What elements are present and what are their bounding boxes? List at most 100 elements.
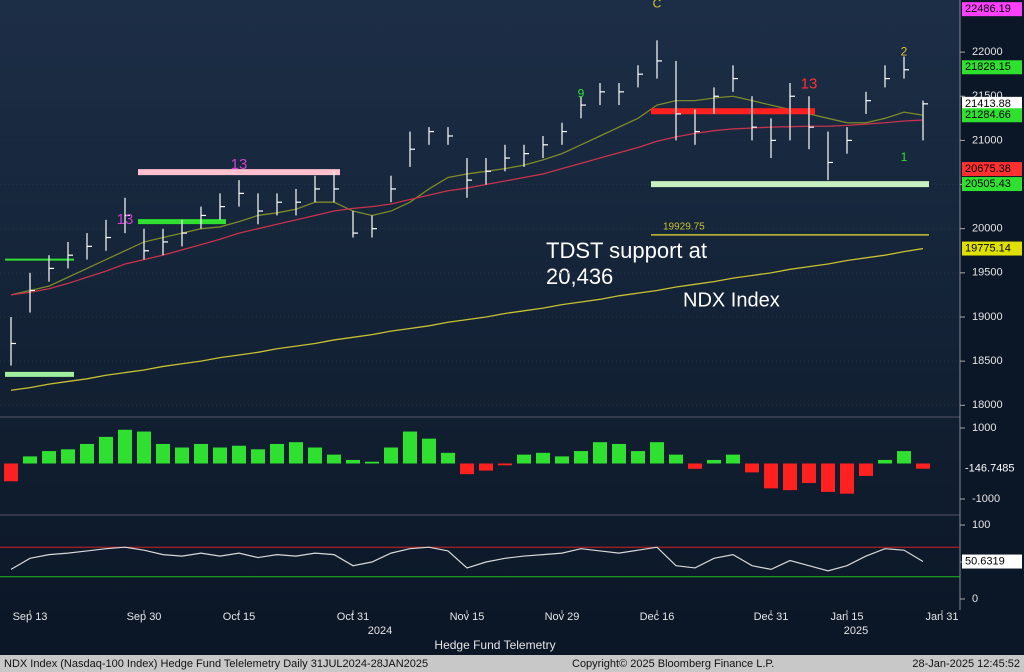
bar — [327, 454, 341, 464]
y-tick-label: 19500 — [972, 267, 1003, 279]
y-tick-label: 0 — [972, 593, 978, 605]
bar — [289, 442, 303, 464]
x-tick-label: Dec 16 — [640, 611, 675, 623]
chart-title: Hedge Fund Telemetry — [434, 638, 555, 652]
line — [10, 247, 924, 391]
x-tick-label: Nov 29 — [545, 611, 580, 623]
bar — [840, 463, 854, 494]
bar — [897, 451, 911, 464]
bar — [707, 459, 721, 464]
x-tick-label: Sep 30 — [127, 611, 162, 623]
bar — [764, 463, 778, 489]
bar — [251, 449, 265, 464]
bar — [4, 463, 18, 482]
footer-text: 28-Jan-2025 12:45:52 — [912, 658, 1020, 670]
bar — [270, 443, 284, 464]
bar — [536, 452, 550, 464]
x-tick-label: Oct 31 — [337, 611, 369, 623]
y-tick-label: 19000 — [972, 311, 1003, 323]
td-count: 9 — [578, 87, 585, 101]
x-tick-label: Oct 15 — [223, 611, 255, 623]
bar — [802, 463, 816, 484]
last-value-label: 22486.19 — [965, 3, 1011, 15]
year-label: 2024 — [368, 625, 392, 637]
bar — [593, 442, 607, 464]
x-tick-label: Jan 15 — [830, 611, 863, 623]
bar — [80, 443, 94, 464]
bar — [574, 451, 588, 464]
bar — [555, 456, 569, 464]
bar — [384, 447, 398, 464]
bar — [346, 459, 360, 464]
last-value-box — [962, 461, 1022, 476]
annotation: NDX Index — [683, 289, 780, 311]
last-value-box — [962, 177, 1022, 192]
last-value-box — [962, 60, 1022, 75]
bar — [859, 463, 873, 476]
bar — [213, 447, 227, 464]
td-count: 13 — [801, 76, 818, 93]
line — [10, 546, 924, 572]
y-tick-label: 21000 — [972, 134, 1003, 146]
td-count: C — [653, 0, 662, 11]
y-tick-label: 18000 — [972, 399, 1003, 411]
td-count: 1 — [901, 150, 908, 164]
bar — [631, 451, 645, 464]
bar — [878, 459, 892, 464]
bar — [23, 456, 37, 464]
bar — [517, 454, 531, 464]
bar — [479, 463, 493, 471]
last-value-label: 50.6319 — [965, 555, 1005, 567]
y-tick-label: 20000 — [972, 223, 1003, 235]
footer-text: Copyright© 2025 Bloomberg Finance L.P. — [572, 658, 774, 670]
bar — [99, 436, 113, 464]
last-value-label: 21413.88 — [965, 98, 1011, 110]
bar — [194, 443, 208, 464]
bar — [42, 451, 56, 464]
y-tick-label: 18500 — [972, 355, 1003, 367]
y-tick-label: 22000 — [972, 46, 1003, 58]
last-value-label: 20675.38 — [965, 163, 1011, 175]
footer-text: NDX Index (Nasdaq-100 Index) Hedge Fund … — [4, 658, 428, 670]
level-label: 19929.75 — [663, 222, 705, 233]
bar — [61, 449, 75, 464]
last-value-box — [962, 241, 1022, 256]
bar — [365, 461, 379, 464]
bar — [422, 438, 436, 464]
x-tick-label: Nov 15 — [450, 611, 485, 623]
annotation: TDST support at — [546, 238, 707, 263]
y-tick-label: 100 — [972, 519, 990, 531]
bar — [688, 463, 702, 469]
y-tick-label: 1000 — [972, 422, 996, 434]
annotation: 20,436 — [546, 264, 613, 289]
bar — [308, 447, 322, 464]
bar — [232, 445, 246, 464]
bar — [498, 463, 512, 466]
bar — [156, 443, 170, 464]
last-value-label: 21828.15 — [965, 61, 1011, 73]
bar — [783, 463, 797, 491]
x-tick-label: Sep 13 — [13, 611, 48, 623]
bar — [669, 454, 683, 464]
y-tick-label: -1000 — [972, 493, 1000, 505]
bar — [650, 442, 664, 464]
x-tick-label: Dec 31 — [754, 611, 789, 623]
bar — [403, 431, 417, 464]
last-value-box — [962, 2, 1022, 17]
bar — [916, 463, 930, 469]
bar — [441, 452, 455, 464]
last-value-label: 20505.43 — [965, 178, 1011, 190]
bar — [118, 429, 132, 464]
last-value-box — [962, 96, 1022, 111]
last-value-label: -146.7485 — [965, 463, 1015, 475]
bar — [175, 447, 189, 464]
year-label: 2025 — [844, 625, 868, 637]
footer-bar — [0, 655, 1024, 672]
bar — [821, 463, 835, 492]
bar — [612, 443, 626, 464]
x-tick-label: Jan 31 — [925, 611, 958, 623]
bar — [460, 463, 474, 475]
bar — [745, 463, 759, 473]
